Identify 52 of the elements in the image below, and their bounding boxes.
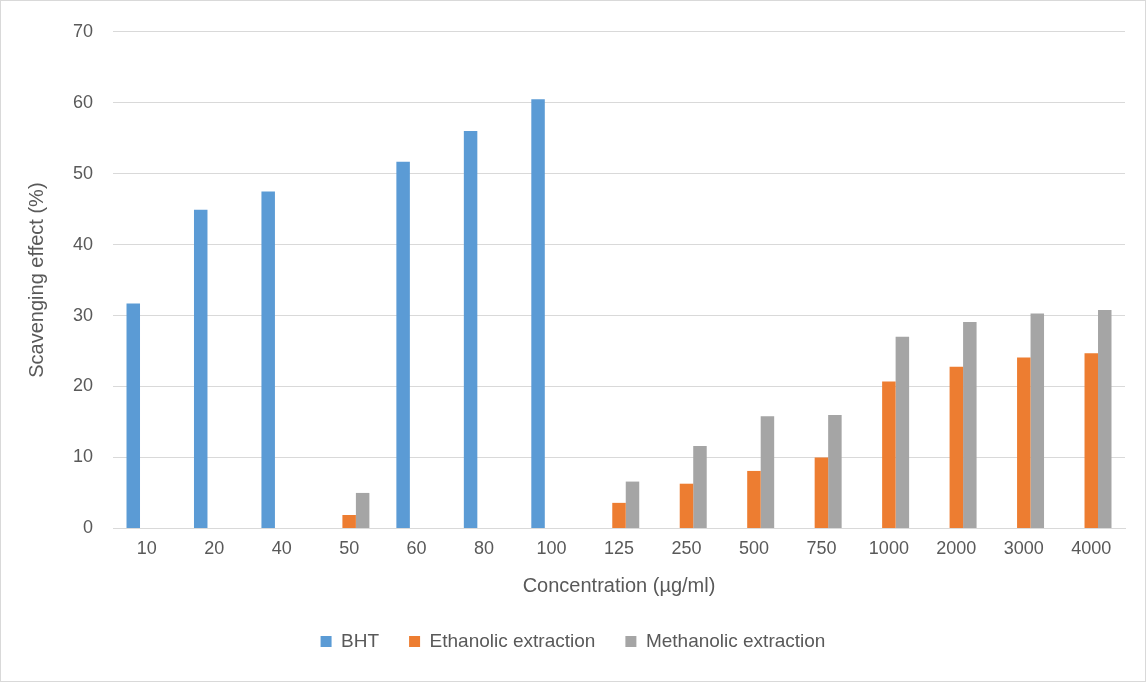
y-tick-label: 50 (72, 162, 94, 183)
x-tick-label: 500 (738, 538, 769, 559)
x-tick-label: 40 (271, 538, 292, 559)
y-tick-label: 60 (72, 91, 94, 112)
legend-label: Methanolic extraction (645, 629, 826, 651)
bar (261, 191, 275, 528)
y-tick-label: 40 (72, 233, 94, 254)
bar (1084, 353, 1099, 528)
y-tick-label: 20 (72, 375, 94, 396)
y-tick-label: 70 (72, 20, 94, 41)
bar (679, 483, 694, 528)
bar (882, 381, 896, 528)
x-tick-label: 1000 (868, 538, 909, 559)
bar (193, 209, 208, 528)
bar (625, 481, 640, 528)
bar (747, 470, 761, 528)
x-tick-label: 4000 (1071, 538, 1112, 559)
x-tick-label: 100 (536, 538, 567, 559)
bar (531, 99, 545, 528)
bar (396, 161, 410, 528)
bar (895, 336, 910, 528)
x-tick-label: 50 (339, 538, 360, 559)
x-tick-label: 20 (204, 538, 225, 559)
bar (612, 502, 626, 528)
y-tick-label: 10 (72, 446, 94, 467)
x-tick-label: 3000 (1003, 538, 1044, 559)
x-tick-label: 10 (136, 538, 157, 559)
bar (126, 303, 141, 528)
x-axis-title: Concentration (µg/ml) (522, 573, 716, 596)
bar (463, 131, 478, 528)
y-tick-label: 30 (72, 304, 94, 325)
y-tick-label: 0 (83, 517, 94, 538)
bar (342, 514, 356, 528)
x-tick-label: 2000 (936, 538, 977, 559)
bar (814, 457, 829, 528)
bar (1098, 309, 1112, 528)
bar (828, 414, 842, 528)
bar (949, 366, 964, 528)
bar (355, 492, 370, 528)
x-tick-label: 60 (406, 538, 427, 559)
bar (1030, 313, 1045, 528)
y-axis-title: Scavenging effect (%) (24, 182, 47, 378)
x-tick-label: 750 (806, 538, 837, 559)
legend-label: BHT (341, 629, 380, 651)
x-tick-label: 250 (671, 538, 702, 559)
x-tick-label: 80 (474, 538, 495, 559)
bar (760, 416, 775, 528)
legend-label: Ethanolic extraction (429, 629, 596, 651)
bar (693, 446, 707, 528)
bar (1017, 357, 1031, 528)
x-tick-label: 125 (603, 538, 635, 559)
bar (963, 321, 977, 528)
